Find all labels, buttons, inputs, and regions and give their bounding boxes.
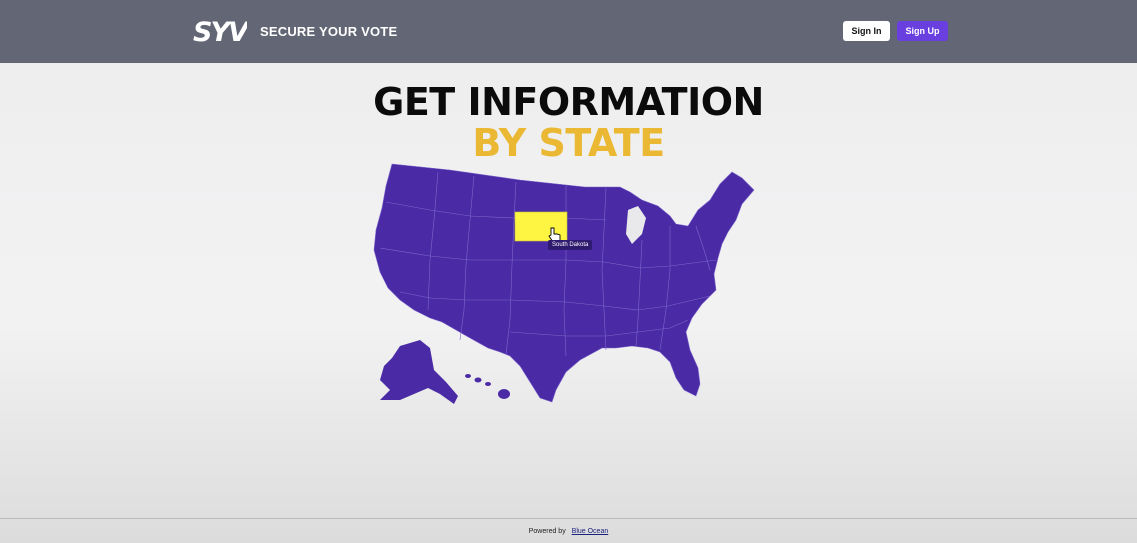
state-hawaii[interactable]: [465, 374, 510, 399]
blue-ocean-link[interactable]: Blue Ocean: [571, 528, 609, 535]
page-title-line1: GET INFORMATION: [373, 80, 764, 124]
syv-logo[interactable]: SYV: [193, 17, 253, 48]
hand-cursor-icon: [548, 227, 561, 243]
sign-in-button[interactable]: Sign In: [843, 21, 890, 41]
brand-name[interactable]: SECURE YOUR VOTE: [260, 24, 398, 39]
map-state-borders: [379, 171, 717, 357]
map-great-lakes: [626, 206, 646, 244]
navbar: SYV SECURE YOUR VOTE Sign In Sign Up: [0, 0, 1137, 63]
state-alaska[interactable]: [380, 340, 458, 404]
map-continental-us[interactable]: [373, 163, 755, 403]
svg-text:SYV: SYV: [193, 17, 247, 45]
us-states-map[interactable]: [370, 160, 760, 410]
footer: Powered by Blue Ocean: [0, 518, 1137, 543]
powered-by-label: Powered by: [528, 528, 566, 535]
sign-up-button[interactable]: Sign Up: [897, 21, 948, 41]
page-title-line2: BY STATE: [472, 121, 665, 165]
state-tooltip: South Dakota: [548, 240, 593, 250]
